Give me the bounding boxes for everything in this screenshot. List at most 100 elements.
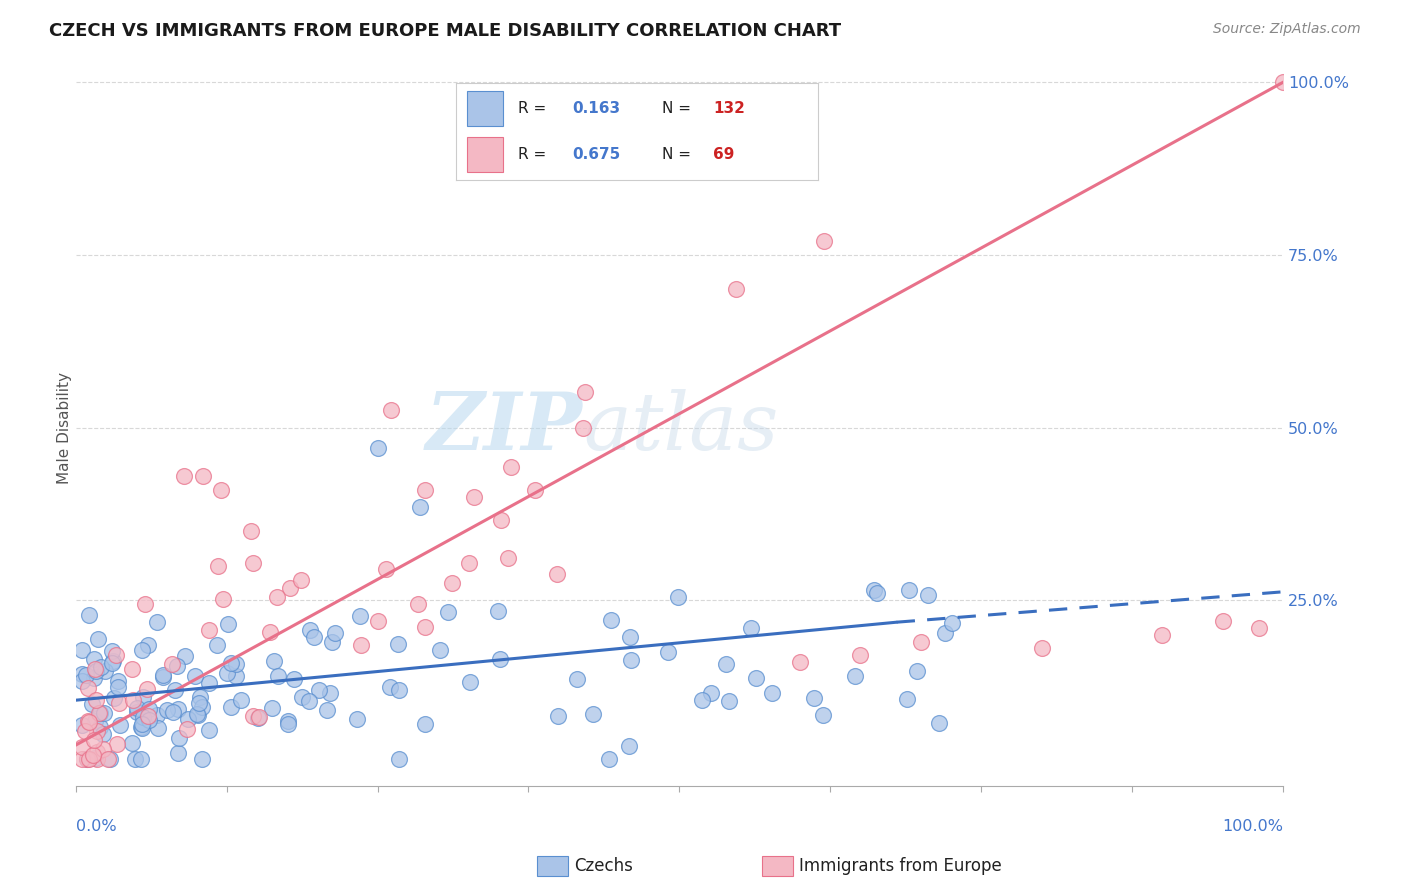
Point bbox=[298, 624, 321, 638]
Point bbox=[277, 716, 299, 731]
Point bbox=[70, 667, 93, 681]
Point bbox=[1212, 614, 1234, 628]
Point bbox=[70, 717, 93, 731]
Point bbox=[215, 666, 238, 681]
Point bbox=[84, 662, 107, 676]
Point bbox=[928, 715, 950, 730]
Point bbox=[489, 652, 512, 666]
Point bbox=[813, 234, 835, 248]
Point bbox=[316, 703, 339, 717]
Point bbox=[323, 626, 346, 640]
Point bbox=[789, 655, 811, 669]
Point bbox=[260, 700, 283, 714]
Point bbox=[1152, 627, 1174, 641]
Point bbox=[77, 714, 100, 729]
Point bbox=[302, 630, 325, 644]
Point bbox=[98, 752, 121, 766]
Point bbox=[84, 664, 107, 678]
Point bbox=[387, 682, 409, 697]
Point bbox=[86, 745, 108, 759]
Text: Source: ZipAtlas.com: Source: ZipAtlas.com bbox=[1213, 22, 1361, 37]
Point bbox=[83, 733, 105, 747]
Point bbox=[207, 558, 229, 573]
Point bbox=[191, 752, 214, 766]
Point bbox=[91, 741, 114, 756]
Point bbox=[129, 752, 152, 766]
Point bbox=[367, 615, 389, 629]
Point bbox=[75, 668, 97, 682]
Point bbox=[692, 693, 714, 707]
Point bbox=[131, 721, 153, 735]
Point bbox=[440, 576, 463, 591]
Point bbox=[131, 643, 153, 657]
Point bbox=[863, 583, 886, 598]
Point bbox=[714, 657, 737, 672]
Point bbox=[187, 708, 209, 723]
Point bbox=[138, 702, 160, 716]
Point bbox=[90, 659, 112, 673]
Point bbox=[546, 566, 568, 581]
Text: CZECH VS IMMIGRANTS FROM EUROPE MALE DISABILITY CORRELATION CHART: CZECH VS IMMIGRANTS FROM EUROPE MALE DIS… bbox=[49, 22, 841, 40]
Point bbox=[489, 513, 512, 527]
Point bbox=[415, 483, 437, 497]
Point bbox=[374, 562, 396, 576]
Point bbox=[700, 686, 723, 700]
Point bbox=[83, 671, 105, 685]
Point bbox=[582, 707, 605, 722]
Point bbox=[745, 672, 768, 686]
Point bbox=[242, 557, 264, 571]
Point bbox=[146, 721, 169, 735]
Point bbox=[177, 712, 200, 726]
Point bbox=[267, 669, 290, 683]
Point bbox=[131, 716, 153, 731]
Point bbox=[121, 662, 143, 676]
Point bbox=[617, 739, 640, 754]
Point bbox=[107, 696, 129, 710]
Point bbox=[350, 638, 373, 652]
Point bbox=[87, 632, 110, 646]
Point bbox=[70, 740, 93, 755]
Point bbox=[191, 468, 214, 483]
Point bbox=[107, 681, 129, 695]
Point bbox=[367, 441, 389, 455]
Point bbox=[897, 582, 920, 597]
Point bbox=[135, 681, 157, 696]
Point bbox=[429, 642, 451, 657]
Point bbox=[101, 657, 124, 671]
Point bbox=[319, 686, 342, 700]
Point bbox=[76, 752, 98, 766]
Point bbox=[619, 630, 641, 644]
Point bbox=[93, 664, 115, 678]
Point bbox=[176, 722, 198, 736]
Point bbox=[108, 718, 131, 732]
Point bbox=[896, 692, 918, 706]
Point bbox=[496, 551, 519, 566]
Point bbox=[184, 669, 207, 683]
Point bbox=[463, 490, 485, 504]
Point bbox=[263, 654, 285, 668]
Point bbox=[134, 598, 156, 612]
Point bbox=[77, 607, 100, 622]
Point bbox=[844, 669, 866, 683]
Point bbox=[221, 699, 243, 714]
Point bbox=[666, 590, 689, 604]
Point bbox=[75, 723, 97, 738]
Point bbox=[409, 500, 432, 514]
Text: ZIP: ZIP bbox=[426, 389, 583, 467]
Text: Czechs: Czechs bbox=[574, 857, 633, 875]
Point bbox=[600, 613, 623, 627]
Point bbox=[125, 701, 148, 715]
Point bbox=[89, 720, 111, 734]
Point bbox=[486, 604, 509, 618]
Point bbox=[917, 589, 939, 603]
Point bbox=[70, 643, 93, 657]
Point bbox=[188, 690, 211, 705]
Point bbox=[247, 709, 270, 723]
Point bbox=[266, 590, 288, 604]
Point bbox=[380, 402, 402, 417]
Point bbox=[146, 615, 169, 629]
Point bbox=[811, 708, 834, 723]
Point bbox=[70, 752, 93, 766]
Y-axis label: Male Disability: Male Disability bbox=[58, 371, 72, 483]
Point bbox=[125, 705, 148, 719]
